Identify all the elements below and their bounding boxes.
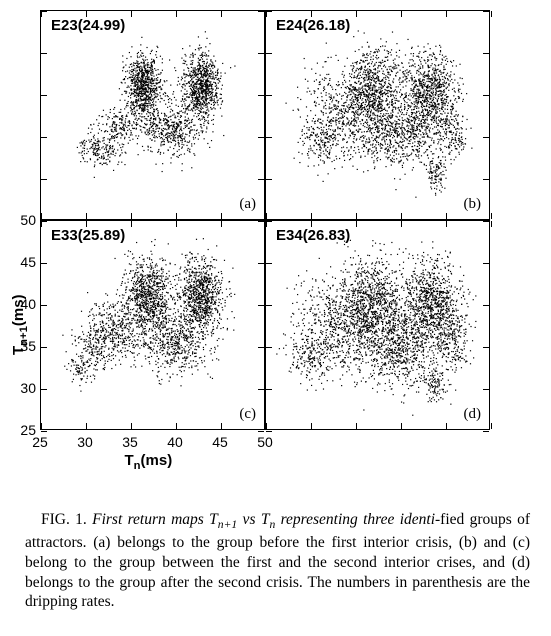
xtick-label: 40 [163, 434, 187, 450]
ytick-label: 45 [10, 254, 36, 270]
panel-label-d: E34(26.83) [276, 227, 350, 244]
panel-d: E34(26.83) (d) [265, 220, 490, 430]
xtick-label: 50 [253, 434, 277, 450]
panel-letter-d: (d) [464, 406, 482, 423]
panel-c: E33(25.89) (c) [40, 220, 265, 430]
panel-label-b: E24(26.18) [276, 17, 350, 34]
scatter-c [41, 221, 264, 429]
ytick-label: 50 [10, 212, 36, 228]
panel-letter-b: (b) [464, 196, 482, 213]
y-axis-label: Tn+1(ms) [10, 294, 30, 355]
scatter-b [266, 11, 489, 219]
ytick-label: 30 [10, 380, 36, 396]
panel-label-a: E23(24.99) [51, 17, 125, 34]
scatter-a [41, 11, 264, 219]
figure-caption: FIG. 1. First return maps Tn+1 vs Tn rep… [25, 510, 530, 612]
panel-label-c: E33(25.89) [51, 227, 125, 244]
x-axis-label: Tn(ms) [125, 452, 173, 472]
xtick-label: 30 [73, 434, 97, 450]
panel-a: E23(24.99) (a) [40, 10, 265, 220]
panel-b: E24(26.18) (b) [265, 10, 490, 220]
ytick-label: 25 [10, 422, 36, 438]
caption-prefix: FIG. 1. [41, 511, 87, 528]
xtick-label: 45 [208, 434, 232, 450]
xtick-label: 35 [118, 434, 142, 450]
caption-text: First return maps Tn+1 vs Tn representin… [92, 511, 440, 528]
panel-letter-c: (c) [239, 406, 256, 423]
figure-grid: E23(24.99)(a)E24(26.18)(b)E33(25.89)(c)2… [40, 10, 520, 490]
panel-letter-a: (a) [239, 196, 256, 213]
scatter-d [266, 221, 489, 429]
